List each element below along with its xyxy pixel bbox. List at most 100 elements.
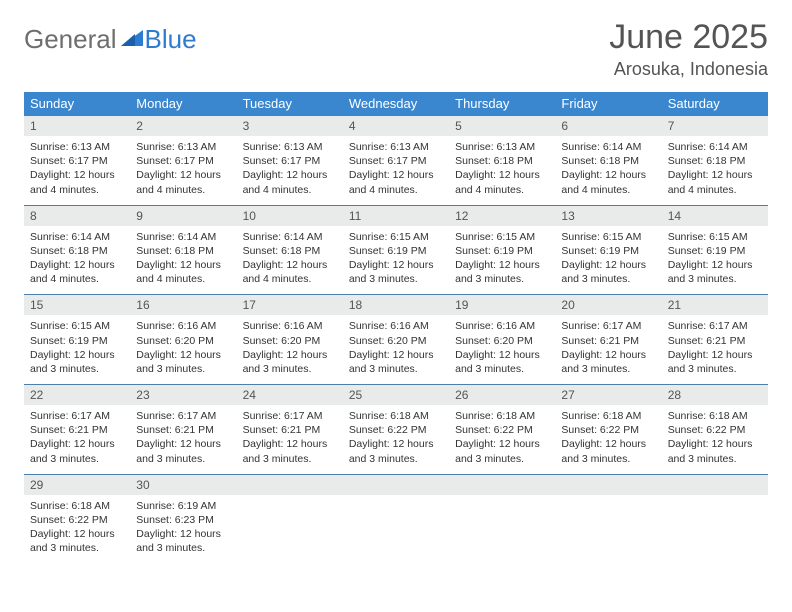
calendar-cell: 2Sunrise: 6:13 AMSunset: 6:17 PMDaylight… [130,116,236,206]
calendar-cell: 24Sunrise: 6:17 AMSunset: 6:21 PMDayligh… [237,385,343,475]
day-number: 25 [343,385,449,405]
day-body: Sunrise: 6:17 AMSunset: 6:21 PMDaylight:… [130,405,236,474]
month-title: June 2025 [609,18,768,57]
calendar-cell: 13Sunrise: 6:15 AMSunset: 6:19 PMDayligh… [555,205,661,295]
day-body: Sunrise: 6:14 AMSunset: 6:18 PMDaylight:… [555,136,661,205]
calendar-cell: 15Sunrise: 6:15 AMSunset: 6:19 PMDayligh… [24,295,130,385]
day-body: Sunrise: 6:13 AMSunset: 6:18 PMDaylight:… [449,136,555,205]
day-number: 17 [237,295,343,315]
day-number: 22 [24,385,130,405]
calendar-cell: 29Sunrise: 6:18 AMSunset: 6:22 PMDayligh… [24,474,130,563]
calendar-cell: 17Sunrise: 6:16 AMSunset: 6:20 PMDayligh… [237,295,343,385]
day-body: Sunrise: 6:18 AMSunset: 6:22 PMDaylight:… [662,405,768,474]
day-body: Sunrise: 6:18 AMSunset: 6:22 PMDaylight:… [555,405,661,474]
calendar-cell [662,474,768,563]
calendar-week: 1Sunrise: 6:13 AMSunset: 6:17 PMDaylight… [24,116,768,206]
calendar-week: 15Sunrise: 6:15 AMSunset: 6:19 PMDayligh… [24,295,768,385]
day-body: Sunrise: 6:18 AMSunset: 6:22 PMDaylight:… [449,405,555,474]
day-body: Sunrise: 6:15 AMSunset: 6:19 PMDaylight:… [555,226,661,295]
calendar-cell: 11Sunrise: 6:15 AMSunset: 6:19 PMDayligh… [343,205,449,295]
calendar-table: SundayMondayTuesdayWednesdayThursdayFrid… [24,92,768,563]
day-body: Sunrise: 6:15 AMSunset: 6:19 PMDaylight:… [343,226,449,295]
day-number: 29 [24,475,130,495]
calendar-cell: 22Sunrise: 6:17 AMSunset: 6:21 PMDayligh… [24,385,130,475]
day-body: Sunrise: 6:13 AMSunset: 6:17 PMDaylight:… [343,136,449,205]
day-number: 20 [555,295,661,315]
day-body: Sunrise: 6:18 AMSunset: 6:22 PMDaylight:… [24,495,130,564]
calendar-cell: 8Sunrise: 6:14 AMSunset: 6:18 PMDaylight… [24,205,130,295]
day-number: 9 [130,206,236,226]
day-body: Sunrise: 6:19 AMSunset: 6:23 PMDaylight:… [130,495,236,564]
day-number: 7 [662,116,768,136]
day-number [662,475,768,495]
column-header: Tuesday [237,92,343,116]
day-body: Sunrise: 6:14 AMSunset: 6:18 PMDaylight:… [130,226,236,295]
calendar-cell: 5Sunrise: 6:13 AMSunset: 6:18 PMDaylight… [449,116,555,206]
day-number: 8 [24,206,130,226]
day-body: Sunrise: 6:13 AMSunset: 6:17 PMDaylight:… [237,136,343,205]
logo: General Blue [24,24,197,55]
day-body: Sunrise: 6:13 AMSunset: 6:17 PMDaylight:… [130,136,236,205]
day-number [237,475,343,495]
day-body: Sunrise: 6:16 AMSunset: 6:20 PMDaylight:… [237,315,343,384]
day-number: 10 [237,206,343,226]
calendar-cell [555,474,661,563]
day-body: Sunrise: 6:18 AMSunset: 6:22 PMDaylight:… [343,405,449,474]
day-body: Sunrise: 6:16 AMSunset: 6:20 PMDaylight:… [343,315,449,384]
day-body: Sunrise: 6:17 AMSunset: 6:21 PMDaylight:… [237,405,343,474]
day-number [343,475,449,495]
title-block: June 2025 Arosuka, Indonesia [609,18,768,80]
day-number: 21 [662,295,768,315]
column-header: Monday [130,92,236,116]
calendar-cell: 9Sunrise: 6:14 AMSunset: 6:18 PMDaylight… [130,205,236,295]
day-body [449,495,555,553]
calendar-cell: 16Sunrise: 6:16 AMSunset: 6:20 PMDayligh… [130,295,236,385]
calendar-cell: 6Sunrise: 6:14 AMSunset: 6:18 PMDaylight… [555,116,661,206]
header: General Blue June 2025 Arosuka, Indonesi… [24,18,768,80]
day-number: 23 [130,385,236,405]
calendar-cell [449,474,555,563]
calendar-cell: 12Sunrise: 6:15 AMSunset: 6:19 PMDayligh… [449,205,555,295]
day-number [555,475,661,495]
calendar-cell: 21Sunrise: 6:17 AMSunset: 6:21 PMDayligh… [662,295,768,385]
day-body [662,495,768,553]
day-number: 12 [449,206,555,226]
day-number: 14 [662,206,768,226]
day-body: Sunrise: 6:14 AMSunset: 6:18 PMDaylight:… [237,226,343,295]
day-number: 19 [449,295,555,315]
day-body: Sunrise: 6:17 AMSunset: 6:21 PMDaylight:… [555,315,661,384]
calendar-week: 22Sunrise: 6:17 AMSunset: 6:21 PMDayligh… [24,385,768,475]
calendar-body: 1Sunrise: 6:13 AMSunset: 6:17 PMDaylight… [24,116,768,564]
day-number: 1 [24,116,130,136]
day-number: 6 [555,116,661,136]
day-number [449,475,555,495]
calendar-cell: 14Sunrise: 6:15 AMSunset: 6:19 PMDayligh… [662,205,768,295]
day-body [237,495,343,553]
day-body [343,495,449,553]
day-number: 2 [130,116,236,136]
day-body: Sunrise: 6:15 AMSunset: 6:19 PMDaylight:… [24,315,130,384]
day-number: 3 [237,116,343,136]
day-body: Sunrise: 6:17 AMSunset: 6:21 PMDaylight:… [662,315,768,384]
day-number: 16 [130,295,236,315]
logo-text-blue: Blue [145,24,197,55]
calendar-cell: 19Sunrise: 6:16 AMSunset: 6:20 PMDayligh… [449,295,555,385]
column-header: Wednesday [343,92,449,116]
day-number: 26 [449,385,555,405]
calendar-cell: 26Sunrise: 6:18 AMSunset: 6:22 PMDayligh… [449,385,555,475]
day-body: Sunrise: 6:14 AMSunset: 6:18 PMDaylight:… [24,226,130,295]
calendar-cell: 1Sunrise: 6:13 AMSunset: 6:17 PMDaylight… [24,116,130,206]
calendar-cell [343,474,449,563]
day-number: 30 [130,475,236,495]
calendar-cell: 27Sunrise: 6:18 AMSunset: 6:22 PMDayligh… [555,385,661,475]
calendar-head: SundayMondayTuesdayWednesdayThursdayFrid… [24,92,768,116]
day-body: Sunrise: 6:15 AMSunset: 6:19 PMDaylight:… [662,226,768,295]
day-body: Sunrise: 6:13 AMSunset: 6:17 PMDaylight:… [24,136,130,205]
calendar-cell: 3Sunrise: 6:13 AMSunset: 6:17 PMDaylight… [237,116,343,206]
day-body: Sunrise: 6:16 AMSunset: 6:20 PMDaylight:… [130,315,236,384]
calendar-cell: 28Sunrise: 6:18 AMSunset: 6:22 PMDayligh… [662,385,768,475]
column-header: Friday [555,92,661,116]
calendar-cell: 18Sunrise: 6:16 AMSunset: 6:20 PMDayligh… [343,295,449,385]
calendar-cell: 4Sunrise: 6:13 AMSunset: 6:17 PMDaylight… [343,116,449,206]
day-number: 28 [662,385,768,405]
